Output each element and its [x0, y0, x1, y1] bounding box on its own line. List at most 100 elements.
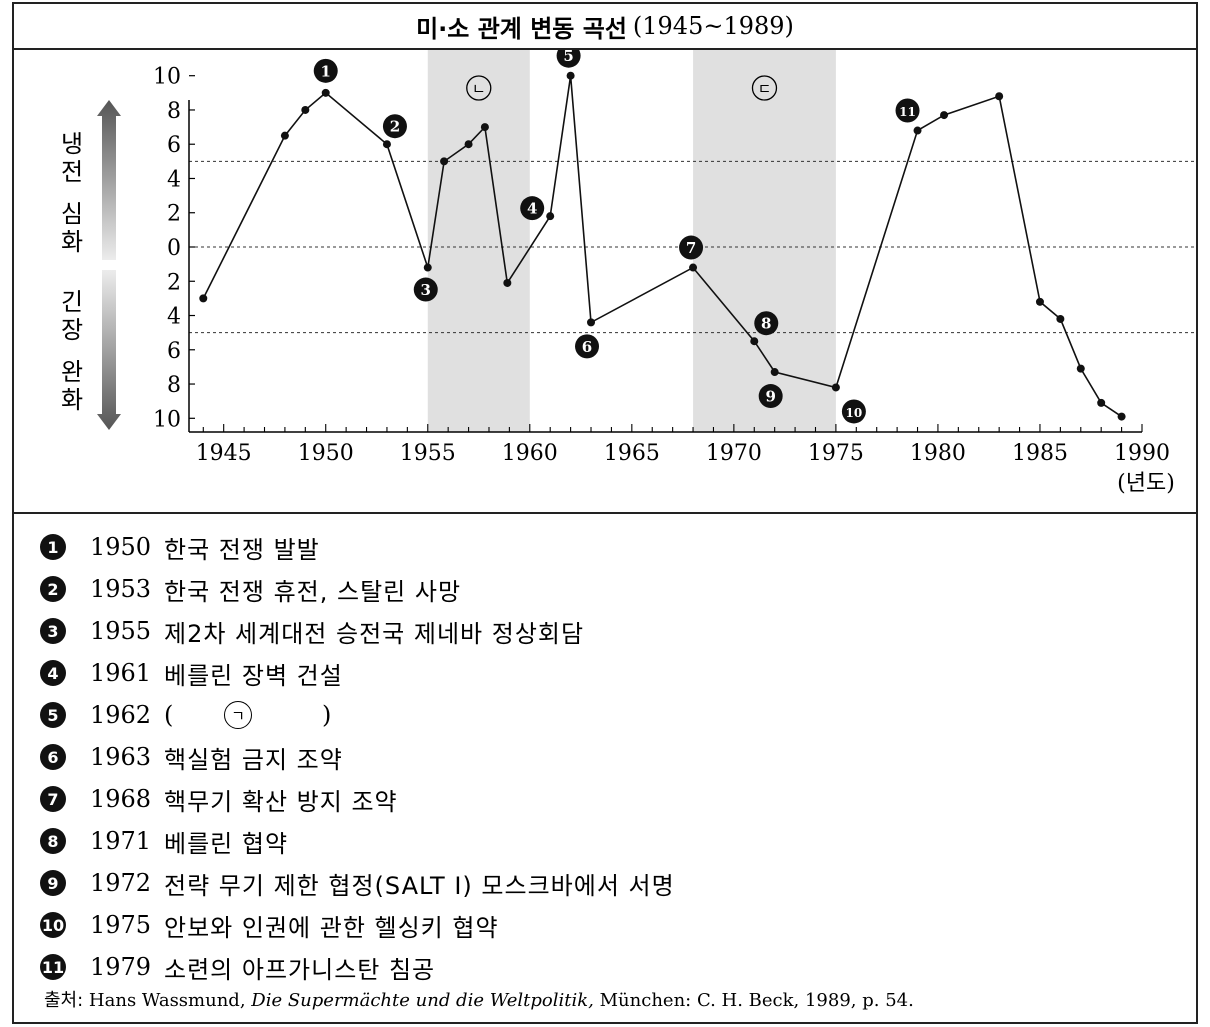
chart-title-bar: 미·소 관계 변동 곡선 (1945~1989) — [14, 4, 1196, 50]
data-point — [546, 212, 555, 221]
data-point — [689, 263, 698, 272]
axis-side-char: 화 — [61, 386, 83, 414]
event-text: 소련의 아프가니스탄 침공 — [164, 955, 436, 984]
event-item-10: 10 1975 안보와 인권에 관한 헬싱키 협약 — [40, 904, 1196, 946]
data-point — [770, 368, 779, 377]
x-tick-label: 1970 — [706, 441, 762, 466]
event-text: 한국 전쟁 발발 — [164, 535, 320, 564]
event-marker-icon — [575, 334, 600, 359]
data-point — [1076, 364, 1085, 373]
x-tick-label: 1985 — [1012, 441, 1068, 466]
event-text: 핵무기 확산 방지 조약 — [164, 787, 398, 816]
event-marker-number: 10 — [846, 406, 863, 420]
y-tick-label: 6 — [167, 339, 181, 364]
x-tick-label: 1955 — [400, 441, 456, 466]
series-line — [202, 75, 1123, 418]
event-marker-icon — [754, 311, 779, 336]
event-text: 베를린 협약 — [164, 829, 289, 858]
source-book-title: Die Supermächte und die Weltpolitik, — [251, 990, 594, 1011]
data-point — [440, 157, 449, 166]
event-item-8: 8 1971 베를린 협약 — [40, 820, 1196, 862]
event-marker-number: 6 — [582, 338, 592, 356]
event-item-5: 5 1962 ( ㄱ ) — [40, 694, 1196, 736]
event-number-icon: 11 — [40, 954, 66, 980]
arrow-down-icon — [97, 270, 121, 430]
source-label: 출처: — [44, 990, 84, 1011]
data-point — [940, 111, 949, 120]
event-marker-icon — [556, 43, 581, 68]
event-item-2: 2 1953 한국 전쟁 휴전, 스탈린 사망 — [40, 568, 1196, 610]
y-tick-label: 8 — [167, 99, 181, 124]
event-item-4: 4 1961 베를린 장벽 건설 — [40, 652, 1196, 694]
data-point — [423, 263, 432, 272]
event-marker-number: 8 — [761, 315, 771, 333]
event-marker-number: 9 — [765, 388, 775, 406]
blank-open-paren: ( — [164, 701, 174, 729]
axis-side-char: 화 — [61, 228, 83, 256]
y-tick-label: 2 — [167, 270, 181, 295]
source-citation: 출처: Hans Wassmund, Die Supermächte und d… — [44, 986, 914, 1012]
event-item-7: 7 1968 핵무기 확산 방지 조약 — [40, 778, 1196, 820]
shaded-label-circle — [466, 75, 492, 101]
shaded-label-circle — [751, 75, 778, 101]
data-point — [280, 131, 289, 140]
event-item-3: 3 1955 제2차 세계대전 승전국 제네바 정상회담 — [40, 610, 1196, 652]
event-text: 핵실험 금지 조약 — [164, 745, 343, 774]
y-tick-label: 4 — [167, 167, 181, 192]
event-number-icon: 5 — [40, 702, 66, 728]
data-point — [1056, 314, 1065, 323]
event-year: 1963 — [90, 743, 152, 771]
event-year: 1955 — [90, 617, 152, 645]
event-year: 1961 — [90, 659, 152, 687]
event-year: 1979 — [90, 953, 152, 981]
y-tick-label: 8 — [167, 373, 181, 398]
x-tick-label: 1965 — [604, 441, 660, 466]
data-point — [382, 140, 391, 149]
event-marker-icon — [413, 277, 438, 302]
event-marker-icon — [895, 98, 920, 123]
data-point — [831, 383, 840, 392]
event-marker-icon — [313, 58, 338, 83]
event-number-icon: 4 — [40, 660, 66, 686]
axis-side-char: 전 — [61, 158, 83, 186]
data-point — [321, 88, 330, 97]
event-marker-icon — [679, 235, 704, 260]
event-marker-icon — [841, 399, 866, 424]
event-year: 1953 — [90, 575, 152, 603]
event-text: 안보와 인권에 관한 헬싱키 협약 — [164, 913, 499, 942]
event-number-icon: 9 — [40, 870, 66, 896]
data-point — [301, 105, 310, 114]
event-year: 1972 — [90, 869, 152, 897]
data-point — [750, 337, 759, 346]
event-marker-number: 3 — [421, 281, 431, 299]
data-point — [1035, 297, 1044, 306]
event-item-6: 6 1963 핵실험 금지 조약 — [40, 736, 1196, 778]
event-marker-number: 4 — [527, 200, 537, 218]
blank-label-mark: ㄱ — [224, 701, 252, 729]
x-tick-label: 1980 — [910, 441, 966, 466]
event-year: 1962 — [90, 701, 152, 729]
y-tick-label: 2 — [167, 202, 181, 227]
source-author: Hans Wassmund, — [88, 990, 246, 1011]
shaded-period-1 — [427, 50, 530, 432]
shaded-period-2 — [693, 50, 836, 432]
y-tick-label: 4 — [167, 305, 181, 330]
y-tick-label: 0 — [167, 236, 181, 261]
event-item-1: 1 1950 한국 전쟁 발발 — [40, 526, 1196, 568]
event-text: 전략 무기 제한 협정(SALT Ⅰ) 모스크바에서 서명 — [164, 871, 675, 900]
data-point — [995, 92, 1004, 101]
data-point — [566, 71, 575, 80]
data-point — [503, 278, 512, 287]
event-number-icon: 7 — [40, 786, 66, 812]
event-marker-number: 5 — [563, 50, 573, 65]
y-tick-label: 6 — [167, 133, 181, 158]
y-tick-label: 10 — [153, 65, 181, 90]
x-tick-label: 1990 — [1114, 441, 1170, 466]
event-number-icon: 2 — [40, 576, 66, 602]
x-tick-label: 1945 — [196, 441, 252, 466]
event-item-11: 11 1979 소련의 아프가니스탄 침공 — [40, 946, 1196, 988]
event-number-icon: 8 — [40, 828, 66, 854]
